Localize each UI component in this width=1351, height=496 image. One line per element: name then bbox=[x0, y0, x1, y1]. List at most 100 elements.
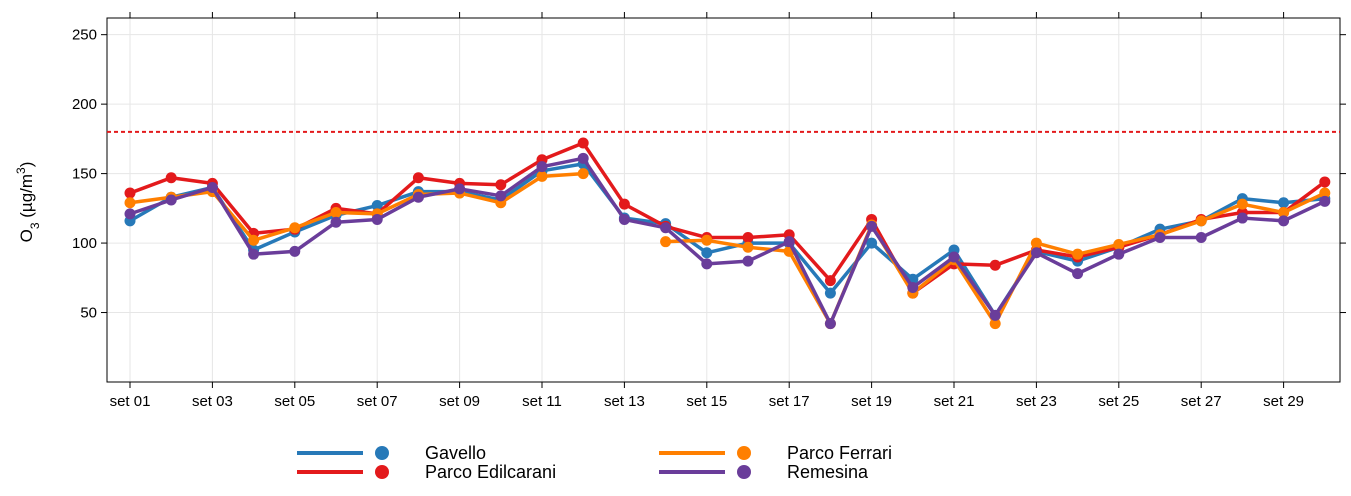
y-label-part: 3 bbox=[14, 167, 28, 174]
point bbox=[824, 275, 836, 287]
point bbox=[412, 172, 424, 184]
point bbox=[1236, 212, 1248, 224]
x-tick-label: set 07 bbox=[357, 393, 398, 410]
y-label-part: (µg/m bbox=[17, 174, 36, 223]
point bbox=[536, 161, 548, 173]
point bbox=[1072, 268, 1084, 280]
point bbox=[1072, 248, 1084, 260]
plot-frame bbox=[106, 17, 1341, 383]
x-tick-label: set 29 bbox=[1263, 393, 1304, 410]
point bbox=[989, 309, 1001, 321]
x-tick-label: set 03 bbox=[192, 393, 233, 410]
point bbox=[1236, 198, 1248, 210]
point bbox=[206, 181, 218, 193]
point bbox=[371, 213, 383, 225]
point bbox=[1195, 232, 1207, 244]
point bbox=[248, 234, 260, 246]
point bbox=[1030, 237, 1042, 249]
point bbox=[948, 251, 960, 263]
point bbox=[1278, 207, 1290, 219]
x-tick-label: set 11 bbox=[522, 393, 562, 410]
series-line bbox=[129, 156, 1326, 326]
y-tick-label: 200 bbox=[72, 96, 97, 113]
point bbox=[165, 194, 177, 206]
x-tick-label: set 13 bbox=[604, 393, 645, 410]
point bbox=[866, 237, 878, 249]
point bbox=[660, 236, 672, 248]
point bbox=[701, 247, 713, 259]
point bbox=[536, 170, 548, 182]
x-tick-label: set 09 bbox=[439, 393, 480, 410]
x-tick-label: set 27 bbox=[1181, 393, 1222, 410]
point bbox=[701, 258, 713, 270]
point bbox=[618, 213, 630, 225]
point bbox=[824, 318, 836, 330]
x-tick-label: set 21 bbox=[934, 393, 975, 410]
x-tick-label: set 23 bbox=[1016, 393, 1057, 410]
y-tick-label: 50 bbox=[80, 305, 97, 322]
legend-label: Gavello bbox=[425, 443, 486, 463]
y-tick-label: 250 bbox=[72, 27, 97, 44]
point bbox=[618, 198, 630, 210]
point bbox=[330, 216, 342, 228]
point bbox=[660, 222, 672, 234]
point bbox=[289, 245, 301, 257]
point bbox=[495, 190, 507, 202]
point bbox=[577, 168, 589, 180]
y-label-part: 3 bbox=[28, 222, 42, 229]
point bbox=[742, 232, 754, 244]
y-tick-label: 100 bbox=[72, 235, 97, 252]
point bbox=[124, 197, 136, 209]
point bbox=[577, 137, 589, 149]
point bbox=[165, 172, 177, 184]
legend-label: Remesina bbox=[787, 462, 869, 482]
point bbox=[1319, 176, 1331, 188]
x-tick-label: set 25 bbox=[1098, 393, 1139, 410]
legend-label: Parco Edilcarani bbox=[425, 462, 556, 482]
point bbox=[1113, 248, 1125, 260]
point bbox=[454, 183, 466, 195]
x-tick-label: set 15 bbox=[686, 393, 727, 410]
series-line bbox=[129, 141, 1326, 295]
x-tick-label: set 19 bbox=[851, 393, 892, 410]
y-axis-label: O3 (µg/m3) bbox=[14, 162, 42, 243]
x-tick-label: set 01 bbox=[110, 393, 151, 410]
legend-dot bbox=[737, 446, 751, 460]
point bbox=[701, 234, 713, 246]
point bbox=[742, 255, 754, 267]
point bbox=[1278, 197, 1290, 209]
point bbox=[989, 318, 1001, 330]
point bbox=[783, 236, 795, 248]
legend-dot bbox=[737, 465, 751, 479]
point bbox=[248, 248, 260, 260]
point bbox=[742, 241, 754, 253]
point bbox=[1154, 232, 1166, 244]
point bbox=[577, 152, 589, 164]
point bbox=[330, 207, 342, 219]
x-tick-label: set 17 bbox=[769, 393, 810, 410]
point bbox=[1319, 187, 1331, 199]
legend-dot bbox=[375, 446, 389, 460]
point bbox=[124, 187, 136, 199]
point bbox=[1278, 215, 1290, 227]
point bbox=[907, 282, 919, 294]
point bbox=[495, 179, 507, 191]
point bbox=[989, 259, 1001, 271]
y-tick-label: 150 bbox=[72, 166, 97, 183]
x-tick-label: set 05 bbox=[274, 393, 315, 410]
point bbox=[412, 191, 424, 203]
y-label-part: O bbox=[17, 229, 36, 242]
point bbox=[1113, 238, 1125, 250]
point bbox=[1195, 215, 1207, 227]
y-label-part: ) bbox=[17, 162, 36, 168]
point bbox=[371, 200, 383, 212]
legend-dot bbox=[375, 465, 389, 479]
point bbox=[866, 220, 878, 232]
point bbox=[824, 287, 836, 299]
point bbox=[1319, 195, 1331, 207]
legend-label: Parco Ferrari bbox=[787, 443, 892, 463]
point bbox=[289, 222, 301, 234]
point bbox=[1030, 247, 1042, 259]
point bbox=[124, 208, 136, 220]
